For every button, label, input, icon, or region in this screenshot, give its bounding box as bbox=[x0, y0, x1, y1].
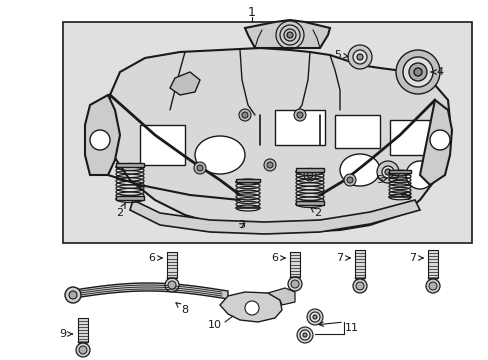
Circle shape bbox=[425, 279, 439, 293]
Text: 3: 3 bbox=[400, 192, 411, 202]
Text: 7: 7 bbox=[408, 253, 422, 263]
Circle shape bbox=[356, 54, 362, 60]
Text: 11: 11 bbox=[345, 323, 358, 333]
Circle shape bbox=[413, 68, 421, 76]
Polygon shape bbox=[427, 250, 437, 278]
Circle shape bbox=[352, 50, 366, 64]
Circle shape bbox=[168, 281, 176, 289]
Polygon shape bbox=[419, 100, 451, 185]
Text: 6: 6 bbox=[271, 253, 285, 263]
Circle shape bbox=[242, 112, 247, 118]
Circle shape bbox=[303, 333, 306, 337]
Circle shape bbox=[405, 161, 433, 189]
Circle shape bbox=[306, 309, 323, 325]
Polygon shape bbox=[78, 342, 88, 348]
Polygon shape bbox=[170, 72, 200, 95]
Circle shape bbox=[299, 330, 309, 340]
Polygon shape bbox=[334, 115, 379, 148]
Circle shape bbox=[286, 32, 292, 38]
Polygon shape bbox=[167, 252, 177, 278]
Circle shape bbox=[395, 50, 439, 94]
Circle shape bbox=[65, 287, 81, 303]
Circle shape bbox=[266, 162, 272, 168]
Polygon shape bbox=[130, 200, 419, 234]
Text: 2: 2 bbox=[116, 203, 125, 218]
Circle shape bbox=[296, 327, 312, 343]
Circle shape bbox=[79, 346, 87, 354]
Circle shape bbox=[306, 172, 312, 178]
Circle shape bbox=[296, 112, 303, 118]
Polygon shape bbox=[267, 288, 294, 305]
Text: 8: 8 bbox=[176, 303, 188, 315]
Circle shape bbox=[290, 280, 298, 288]
Polygon shape bbox=[236, 179, 260, 182]
Circle shape bbox=[264, 159, 275, 171]
Ellipse shape bbox=[195, 136, 244, 174]
Circle shape bbox=[376, 161, 398, 183]
Polygon shape bbox=[108, 48, 449, 232]
Text: 9: 9 bbox=[60, 329, 72, 339]
Polygon shape bbox=[389, 120, 429, 155]
Polygon shape bbox=[427, 278, 437, 284]
Circle shape bbox=[309, 312, 319, 322]
Polygon shape bbox=[274, 110, 325, 145]
Circle shape bbox=[346, 177, 352, 183]
Polygon shape bbox=[289, 277, 299, 283]
Circle shape bbox=[312, 315, 316, 319]
Polygon shape bbox=[78, 318, 88, 342]
Circle shape bbox=[287, 277, 302, 291]
Circle shape bbox=[194, 162, 205, 174]
Circle shape bbox=[76, 343, 90, 357]
Circle shape bbox=[90, 130, 110, 150]
Text: 2: 2 bbox=[310, 208, 321, 218]
Circle shape bbox=[352, 279, 366, 293]
Polygon shape bbox=[354, 278, 364, 284]
Circle shape bbox=[164, 278, 179, 292]
Polygon shape bbox=[116, 163, 143, 167]
Polygon shape bbox=[244, 20, 329, 48]
Text: 6: 6 bbox=[148, 253, 162, 263]
Polygon shape bbox=[167, 278, 177, 284]
Circle shape bbox=[239, 109, 250, 121]
Circle shape bbox=[429, 130, 449, 150]
Circle shape bbox=[402, 57, 432, 87]
Circle shape bbox=[69, 291, 77, 299]
Circle shape bbox=[381, 166, 393, 178]
Text: 4: 4 bbox=[430, 67, 443, 77]
Text: 5: 5 bbox=[334, 50, 347, 60]
Polygon shape bbox=[85, 95, 120, 175]
Circle shape bbox=[408, 63, 426, 81]
Polygon shape bbox=[220, 292, 282, 322]
Circle shape bbox=[244, 301, 259, 315]
Text: 3: 3 bbox=[238, 220, 245, 230]
Circle shape bbox=[428, 282, 436, 290]
Polygon shape bbox=[388, 170, 410, 173]
Polygon shape bbox=[140, 125, 184, 165]
Polygon shape bbox=[116, 196, 143, 200]
Circle shape bbox=[347, 45, 371, 69]
Text: 1: 1 bbox=[247, 6, 255, 19]
Polygon shape bbox=[289, 252, 299, 277]
Text: 10: 10 bbox=[207, 320, 222, 330]
Circle shape bbox=[355, 282, 363, 290]
Polygon shape bbox=[295, 201, 324, 205]
Circle shape bbox=[304, 169, 315, 181]
Circle shape bbox=[384, 169, 390, 175]
Circle shape bbox=[343, 174, 355, 186]
Text: 5: 5 bbox=[376, 175, 386, 185]
Polygon shape bbox=[68, 283, 227, 299]
Text: 7: 7 bbox=[336, 253, 349, 263]
Polygon shape bbox=[295, 168, 324, 172]
Circle shape bbox=[293, 109, 305, 121]
Ellipse shape bbox=[339, 154, 379, 186]
Polygon shape bbox=[354, 250, 364, 278]
Circle shape bbox=[197, 165, 203, 171]
Bar bbox=[63, 22, 471, 243]
